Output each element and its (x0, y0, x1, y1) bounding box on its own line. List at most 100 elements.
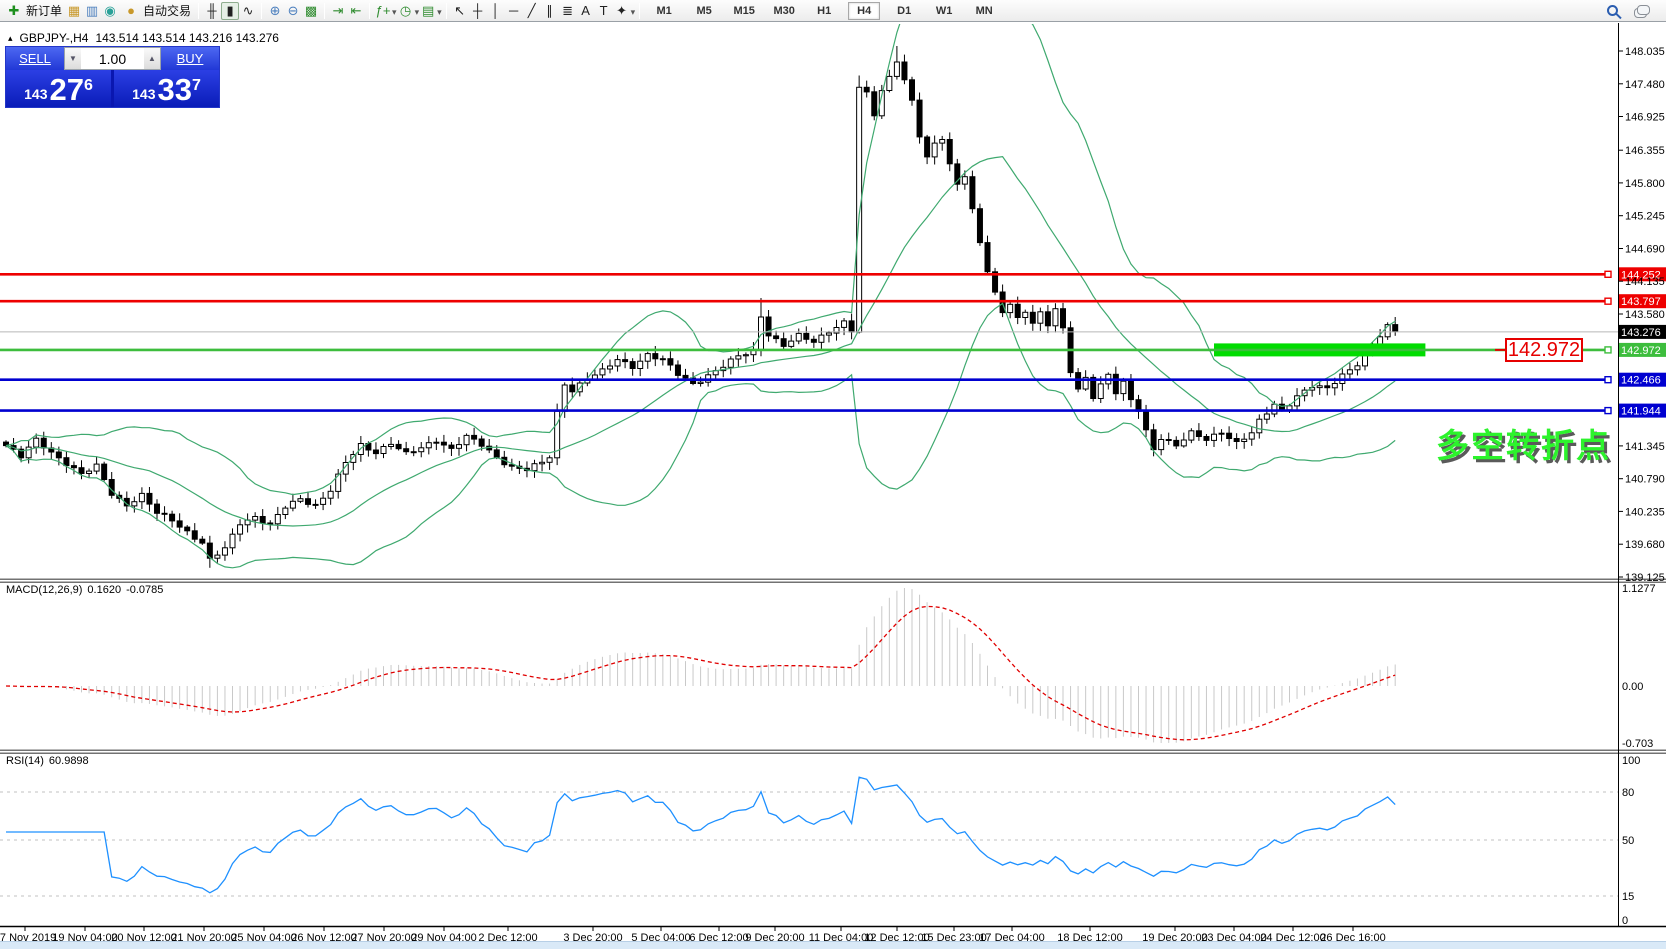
macd-signal-line (5, 605, 1396, 741)
rsi-axis-tick: 0 (1622, 915, 1628, 927)
tile-windows-icon[interactable]: ▩ (304, 2, 318, 18)
svg-text:143.797: 143.797 (1621, 296, 1661, 308)
timeframe-m15-button[interactable]: M15 (733, 5, 755, 17)
timeframe-group: M1 M5 M15 M30 H1 H4 D1 W1 MN (644, 1, 1004, 20)
price-axis-tick: 140.235 (1625, 506, 1665, 518)
macd-indicator-label: MACD(12,26,9) 0.1620 -0.0785 (6, 584, 163, 596)
rsi-axis-tick: 80 (1622, 787, 1634, 799)
price-callout-label[interactable]: 142.972 (1505, 338, 1583, 362)
autotrade-button[interactable]: ● 自动交易 (119, 1, 194, 21)
hline-142.466[interactable] (0, 376, 1612, 384)
indicators-icon[interactable]: ƒ+ (375, 2, 391, 18)
auto-scroll-icon[interactable]: ⇥ (332, 2, 344, 18)
trendline-icon[interactable]: ╱ (527, 2, 536, 18)
text-label-icon[interactable]: T (599, 2, 608, 18)
svg-text:142.972: 142.972 (1621, 345, 1661, 357)
autotrade-icon: ● (127, 2, 135, 18)
sell-price[interactable]: 143 27 6 (6, 70, 111, 107)
arrows-icon-dropdown[interactable]: ▾ (630, 6, 636, 17)
sell-price-pip: 6 (83, 77, 93, 94)
price-axis-tick: 144.690 (1625, 244, 1665, 256)
timeframe-h1-button[interactable]: H1 (817, 5, 832, 17)
lot-increase-button[interactable]: ▲ (144, 48, 160, 69)
zoom-in-icon[interactable]: ⊕ (269, 2, 281, 18)
svg-text:144.252: 144.252 (1621, 269, 1661, 281)
chart-type-group: ╫ ▮ ∿ (203, 1, 257, 20)
new-order-label: 新订单 (26, 4, 63, 18)
hline-141.944[interactable] (0, 406, 1612, 415)
price-badge: 143.797 (1619, 294, 1666, 309)
vertical-line-icon[interactable]: │ (491, 2, 500, 18)
buy-price[interactable]: 143 33 7 (114, 70, 219, 107)
periods-icon[interactable]: ◷ (399, 2, 412, 18)
line-chart-icon[interactable]: ∿ (242, 2, 254, 18)
lot-decrease-button[interactable]: ▼ (65, 48, 81, 69)
fibonacci-icon[interactable]: ≣ (562, 2, 574, 18)
one-click-trading-panel: SELL ▼ ▲ BUY 143 27 6 143 33 7 (5, 46, 220, 108)
price-axis-tick: 147.480 (1625, 79, 1665, 91)
zoom-out-icon[interactable]: ⊖ (287, 2, 299, 18)
indicators-icon-dropdown[interactable]: ▾ (392, 6, 397, 17)
cursor-icon[interactable]: ↖ (454, 2, 466, 18)
chart-annotation-text[interactable]: 多空转折点 (1436, 427, 1611, 464)
rsi-axis-tick: 100 (1622, 755, 1640, 767)
timeframe-m5-button[interactable]: M5 (696, 5, 712, 17)
lot-stepper: ▼ ▲ (64, 47, 161, 70)
price-axis-tick: 144.135 (1625, 276, 1665, 288)
macd-axis-tick: 0.00 (1622, 681, 1643, 693)
timeframe-h4-button[interactable]: H4 (848, 2, 881, 20)
profiles-icon[interactable]: ▥ (85, 2, 99, 18)
text-icon[interactable]: A (581, 2, 590, 18)
macd-axis-tick: 1.1277 (1622, 583, 1656, 595)
arrows-icon[interactable]: ✦ (616, 2, 628, 18)
templates-icon[interactable]: ▤ (421, 2, 435, 18)
bar-chart-icon[interactable]: ╫ (207, 2, 217, 18)
lot-size-input[interactable] (81, 48, 144, 69)
chat-icon[interactable] (1634, 5, 1650, 18)
separator (639, 2, 641, 19)
hline-143.797[interactable] (0, 297, 1612, 305)
hline-144.252[interactable] (0, 270, 1612, 278)
horizontal-line-icon[interactable]: ─ (509, 2, 519, 18)
svg-text:142.466: 142.466 (1621, 375, 1661, 387)
candlestick-chart-icon[interactable]: ▮ (221, 1, 240, 20)
chart-header: ▴ GBPJPY-,H4 143.514 143.514 143.216 143… (8, 31, 279, 45)
timeframe-mn-button[interactable]: MN (975, 5, 993, 17)
price-chart[interactable]: 144.252 143.797 142.972 142.466 141.944 143.2… (0, 23, 1666, 949)
price-badge: 143.276 (1619, 324, 1666, 339)
macd-pane (5, 588, 1396, 743)
periods-icon-dropdown[interactable]: ▾ (414, 6, 420, 17)
crosshair-icon[interactable]: ┼ (473, 2, 483, 18)
buy-price-pip: 7 (191, 77, 201, 94)
hline-142.972[interactable] (0, 346, 1612, 354)
timeframe-w1-button[interactable]: W1 (935, 5, 953, 17)
price-axis-tick: 140.790 (1625, 474, 1665, 486)
market-signal-icon[interactable]: ◉ (104, 2, 116, 18)
collapse-icon[interactable]: ▴ (8, 32, 13, 43)
buy-price-main: 33 (157, 72, 192, 107)
candles (3, 46, 1399, 568)
macd-axis-tick: -0.703 (1622, 738, 1653, 750)
timeframe-d1-button[interactable]: D1 (897, 5, 912, 17)
quick-icons-group: ▦ ▥ ◉ (65, 2, 119, 20)
price-axis-tick: 146.355 (1625, 145, 1665, 157)
price-badge: 141.944 (1619, 403, 1666, 418)
price-axis-tick: 148.035 (1625, 46, 1665, 58)
ohlc-values: 143.514 143.514 143.216 143.276 (95, 31, 279, 45)
price-axis-tick: 141.345 (1625, 441, 1665, 453)
macd-signal-value: -0.0785 (126, 584, 164, 596)
equidistant-channel-icon[interactable]: ∥ (546, 2, 553, 18)
timeframe-m30-button[interactable]: M30 (773, 5, 795, 17)
separator (445, 2, 447, 19)
timeframe-m1-button[interactable]: M1 (656, 5, 672, 17)
price-badge: 142.466 (1619, 372, 1666, 387)
symbol-label: GBPJPY-,H4 (19, 31, 89, 45)
new-chart-icon[interactable]: ▦ (67, 2, 81, 18)
buy-button[interactable]: BUY (161, 47, 219, 70)
sell-button[interactable]: SELL (6, 47, 64, 70)
new-order-button[interactable]: ✚ 新订单 (2, 1, 65, 21)
templates-icon-dropdown[interactable]: ▾ (437, 6, 442, 17)
chart-shift-icon[interactable]: ⇤ (350, 2, 362, 18)
chart-window: 144.252 143.797 142.972 142.466 141.944 143.2… (0, 23, 1666, 944)
search-icon[interactable] (1607, 5, 1618, 16)
